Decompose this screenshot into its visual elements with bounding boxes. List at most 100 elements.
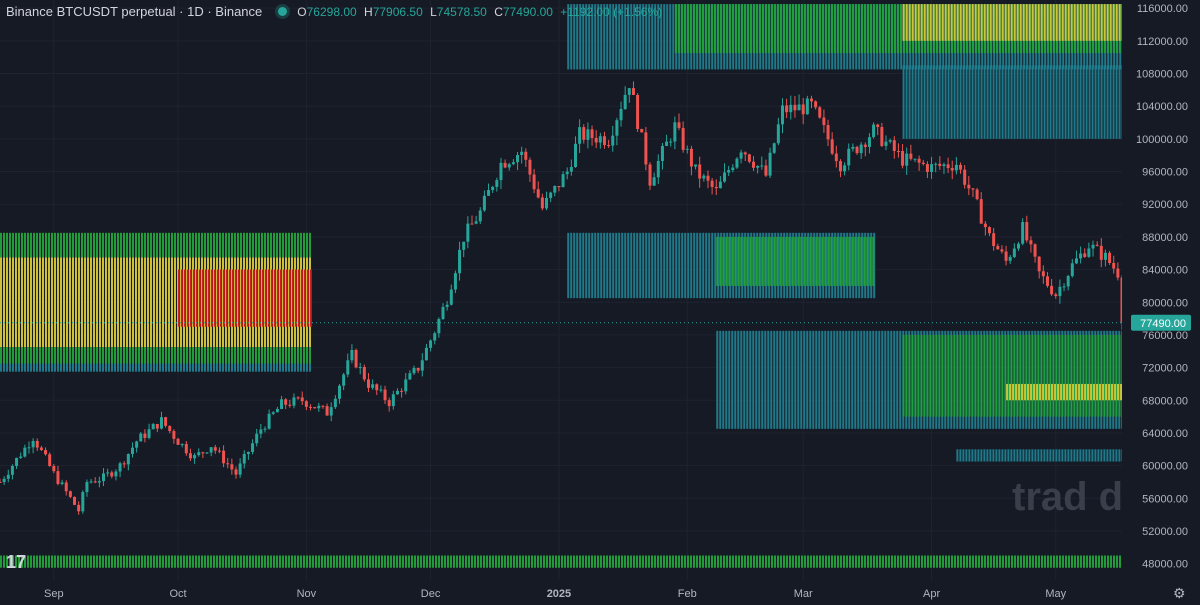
heat-stripe — [207, 347, 209, 364]
heat-stripe — [297, 555, 299, 568]
heat-stripe — [1025, 65, 1028, 139]
candle-body — [718, 181, 722, 189]
heat-stripe — [576, 555, 578, 568]
heat-stripe — [45, 555, 47, 568]
heat-stripe — [1044, 555, 1046, 568]
heat-stripe — [1045, 383, 1048, 401]
candle-body — [482, 195, 486, 211]
heat-stripe — [906, 555, 908, 568]
heat-stripe — [752, 330, 755, 429]
heat-stripe — [612, 232, 615, 299]
heat-stripe — [1117, 383, 1120, 401]
candle-body — [56, 471, 60, 484]
candle-body — [611, 135, 615, 146]
candle-body — [801, 104, 805, 115]
heat-stripe — [81, 232, 83, 258]
heat-stripe — [782, 330, 785, 429]
candle-body — [172, 431, 176, 439]
heat-stripe — [812, 330, 815, 429]
heat-stripe — [813, 555, 815, 568]
heat-stripe — [264, 363, 266, 372]
heat-stripe — [141, 232, 143, 258]
heat-stripe — [1021, 383, 1024, 401]
candle-body — [337, 385, 341, 399]
heat-stripe — [863, 4, 866, 54]
heat-stripe — [135, 257, 137, 348]
heat-stripe — [1112, 65, 1115, 139]
heat-stripe — [764, 330, 767, 429]
candle-body — [1021, 222, 1025, 244]
candle-body — [988, 227, 992, 234]
heat-stripe — [824, 236, 827, 286]
heat-stripe — [606, 4, 609, 70]
heat-stripe — [36, 347, 38, 364]
candle-body — [73, 496, 77, 505]
heat-stripe — [1019, 334, 1022, 417]
heat-stripe — [1023, 555, 1025, 568]
heat-stripe — [12, 347, 14, 364]
heat-stripe — [654, 232, 657, 299]
heat-stripe — [1029, 555, 1031, 568]
heat-stripe — [639, 4, 642, 70]
heat-stripe — [573, 555, 575, 568]
heat-stripe — [851, 236, 854, 286]
heat-stripe — [220, 269, 223, 327]
heat-stripe — [1034, 4, 1037, 41]
candle-body — [768, 152, 772, 176]
heat-stripe — [195, 232, 197, 258]
heat-stripe — [731, 4, 734, 54]
heat-stripe — [253, 269, 256, 327]
heat-stripe — [72, 363, 74, 372]
heat-stripe — [138, 232, 140, 258]
heat-stripe — [273, 347, 275, 364]
heat-stripe — [223, 269, 226, 327]
candle-body — [188, 453, 192, 459]
candle-body — [251, 443, 255, 452]
heat-stripe — [827, 236, 830, 286]
heat-stripe — [588, 232, 591, 299]
heat-stripe — [1094, 334, 1097, 417]
symbol-title[interactable]: Binance BTCUSDT perpetual · 1D · Binance — [6, 4, 263, 19]
heat-stripe — [87, 257, 89, 348]
heat-stripe — [965, 449, 968, 462]
candle-body — [930, 164, 934, 172]
heat-stripe — [944, 65, 947, 139]
heat-stripe — [908, 65, 911, 139]
heat-stripe — [980, 4, 983, 41]
heat-stripe — [159, 347, 161, 364]
heat-stripe — [698, 4, 701, 54]
heat-stripe — [187, 269, 190, 327]
open-value: 76298.00 — [306, 4, 357, 19]
settings-gear-icon[interactable]: ⚙ — [1173, 585, 1186, 601]
heat-stripe — [968, 334, 971, 417]
heat-stripe — [168, 555, 170, 568]
candle-body — [867, 137, 871, 147]
heat-stripe — [684, 232, 687, 299]
candle-body — [996, 246, 1000, 250]
heat-stripe — [962, 449, 965, 462]
heat-stripe — [405, 555, 407, 568]
heat-stripe — [222, 555, 224, 568]
low-value: 74578.50 — [436, 4, 487, 19]
heat-stripe — [863, 330, 866, 429]
candle-body — [872, 124, 876, 138]
heat-stripe — [264, 257, 266, 348]
heat-stripe — [198, 347, 200, 364]
heat-stripe — [189, 232, 191, 258]
candle-body — [1054, 294, 1058, 297]
candle-body — [747, 154, 751, 162]
heat-stripe — [1112, 4, 1115, 41]
heat-stripe — [78, 555, 80, 568]
heat-stripe — [51, 232, 53, 258]
heat-stripe — [120, 363, 122, 372]
heat-stripe — [0, 257, 2, 348]
heat-stripe — [102, 555, 104, 568]
last-price-badge — [1131, 314, 1191, 331]
heat-stripe — [114, 257, 116, 348]
heat-stripe — [726, 555, 728, 568]
heat-stripe — [1076, 65, 1079, 139]
heat-stripe — [1001, 334, 1004, 417]
tradingview-logo-icon[interactable]: 17 — [6, 552, 27, 572]
heat-zone-yellow — [902, 4, 1124, 41]
